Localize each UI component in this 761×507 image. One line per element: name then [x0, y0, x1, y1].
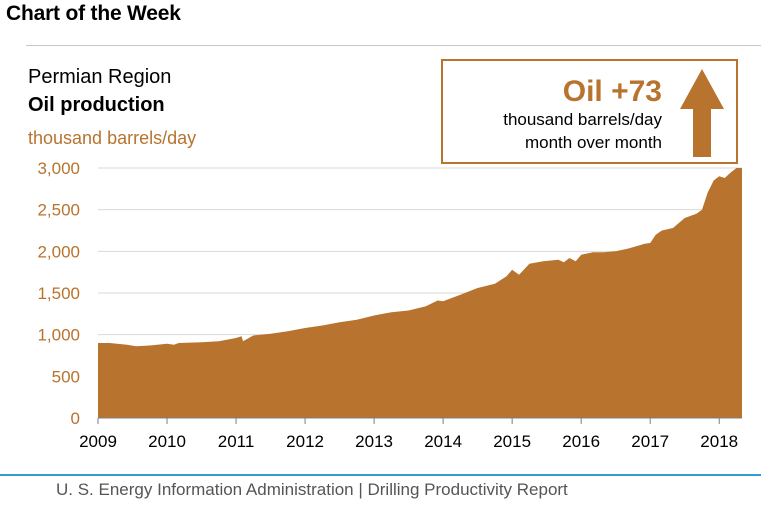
series-area [98, 168, 742, 418]
x-tick-label: 2018 [700, 432, 738, 451]
oil-change-callout: Oil +73 thousand barrels/day month over … [441, 59, 738, 164]
callout-unit-line: thousand barrels/day [503, 110, 662, 129]
y-tick-label: 0 [71, 409, 80, 428]
y-tick-label: 500 [52, 367, 80, 386]
x-tick-label: 2016 [562, 432, 600, 451]
footer-divider [0, 474, 761, 476]
chart-title: Permian Region [28, 66, 172, 88]
chart-subtitle: Oil production [28, 94, 165, 116]
x-tick-label: 2012 [286, 432, 324, 451]
area-layer [98, 168, 742, 418]
y-tick-label: 3,000 [37, 159, 80, 178]
y-tick-label: 2,500 [37, 201, 80, 220]
y-axis-label: thousand barrels/day [28, 128, 197, 148]
x-tick-label: 2010 [148, 432, 186, 451]
y-tick-label: 1,500 [37, 284, 80, 303]
axis-layer: 0 500 1,000 1,500 2,000 2,500 3,000 2009 2010 201… [37, 159, 742, 451]
callout-headline: Oil +73 [562, 75, 662, 108]
x-tick-label: 2013 [355, 432, 393, 451]
header-title: Chart of the Week [6, 2, 181, 25]
x-tick-label: 2011 [218, 432, 255, 451]
callout-period-line: month over month [524, 133, 662, 152]
up-arrow-icon [680, 69, 724, 157]
area-chart: 0 500 1,000 1,500 2,000 2,500 3,000 2009 2010 201… [37, 159, 742, 451]
y-tick-label: 1,000 [37, 326, 80, 345]
header-divider [26, 45, 761, 46]
x-tick-label: 2015 [493, 432, 531, 451]
y-tick-label: 2,000 [37, 242, 80, 261]
x-tick-label: 2009 [79, 432, 117, 451]
x-tick-label: 2014 [424, 432, 462, 451]
footer-source: U. S. Energy Information Administration … [56, 480, 568, 499]
x-tick-label: 2017 [631, 432, 669, 451]
